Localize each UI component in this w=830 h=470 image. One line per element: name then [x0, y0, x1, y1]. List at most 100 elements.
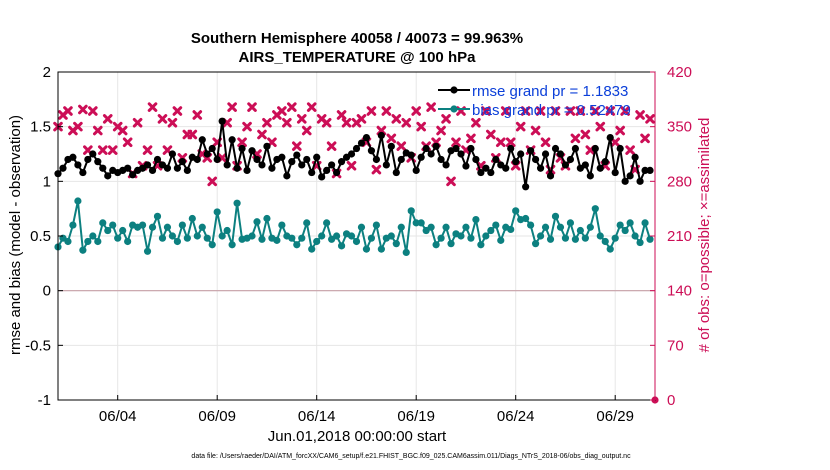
obs-assimilated-marker: [520, 106, 531, 116]
bias-point: [273, 236, 281, 244]
obs-assimilated-marker: [401, 117, 412, 128]
rmse-point: [248, 147, 256, 155]
bias-point: [497, 236, 505, 244]
y-axis-ticks: -1 -0.5 0 0.5 1 1.5 2: [25, 64, 63, 409]
bias-point: [442, 223, 450, 231]
rmse-point: [452, 144, 460, 153]
rmse-point: [253, 155, 261, 164]
rmse-point: [487, 168, 495, 177]
bias-point: [462, 223, 470, 231]
rmse-point: [631, 153, 639, 161]
rmse-point: [288, 158, 296, 166]
rmse-point: [313, 153, 321, 161]
obs-assimilated-marker: [550, 106, 561, 116]
obs-assimilated-marker: [500, 106, 511, 116]
y-tick-label: 0.5: [30, 228, 51, 245]
rmse-point: [397, 155, 405, 164]
bias-point: [472, 216, 480, 224]
obs-assimilated-marker: [88, 106, 98, 116]
bias-point: [298, 234, 306, 242]
rmse-point: [427, 150, 435, 158]
obs-assimilated-marker: [645, 114, 655, 124]
rmse-point: [522, 183, 530, 191]
bias-point: [233, 199, 241, 207]
rmse-point: [477, 168, 485, 177]
bias-point: [104, 226, 112, 235]
rmse-point: [258, 161, 266, 169]
bias-point: [427, 223, 435, 231]
obs-assimilated-marker: [296, 114, 307, 124]
bias-point: [153, 212, 162, 220]
rmse-point: [377, 131, 385, 140]
rmse-point: [442, 161, 450, 169]
rmse-point: [84, 155, 92, 164]
obs-assimilated-marker: [237, 137, 247, 148]
bias-point: [158, 234, 167, 242]
obs-assimilated-marker: [132, 117, 143, 128]
bias-point: [621, 226, 629, 235]
rmse-point: [556, 150, 565, 158]
obs-assimilated-marker: [63, 106, 73, 116]
x-tick-label: 06/19: [397, 408, 435, 425]
y-tick-label: 1: [43, 173, 51, 190]
rmse-point: [367, 147, 376, 155]
rmse-point: [69, 153, 77, 161]
rmse-point: [432, 142, 440, 150]
bias-point: [248, 232, 256, 240]
rmse-point: [203, 150, 211, 158]
rmse-point: [472, 155, 480, 164]
obs-assimilated-marker: [107, 145, 118, 155]
rmse-point: [303, 155, 311, 164]
obs-assimilated-marker: [436, 125, 446, 136]
bias-point: [571, 235, 580, 243]
rmse-point: [512, 158, 520, 166]
bias-point: [362, 245, 371, 253]
x-axis-ticks: 06/04 06/09 06/14 06/19 06/24 06/29: [99, 395, 634, 425]
bias-point: [522, 214, 530, 223]
legend-bias-label: bias grand pr = 0.52479: [472, 102, 631, 119]
rmse-point: [99, 164, 107, 172]
bias-point: [417, 219, 425, 227]
bias-point: [263, 214, 271, 223]
rmse-point: [213, 155, 221, 164]
obs-assimilated-marker: [575, 106, 586, 116]
bias-point: [541, 223, 550, 231]
rmse-point: [532, 155, 540, 164]
rmse-point: [79, 168, 87, 177]
obs-assimilated-marker: [93, 125, 103, 136]
obs-assimilated-marker: [570, 133, 581, 144]
rmse-point: [352, 144, 361, 153]
bias-point: [407, 207, 415, 215]
rmse-point: [536, 164, 545, 172]
obs-assimilated-marker: [381, 106, 392, 116]
obs-assimilated-marker: [336, 110, 347, 120]
bias-point: [303, 219, 311, 227]
bias-point: [611, 234, 619, 242]
obs-assimilated-marker: [426, 102, 436, 112]
rmse-point: [283, 172, 291, 180]
obs-assimilated-marker: [411, 106, 421, 116]
obs-assimilated-marker: [615, 125, 625, 136]
rmse-point: [437, 155, 445, 164]
rmse-point: [228, 136, 236, 144]
bias-point: [228, 241, 236, 249]
bias-point: [188, 214, 196, 223]
obs-assimilated-marker: [157, 114, 168, 124]
rmse-point: [591, 144, 599, 153]
obs-assimilated-marker: [346, 160, 357, 171]
rmse-point: [561, 161, 570, 169]
rmse-point: [382, 161, 390, 169]
bias-point: [601, 237, 609, 246]
obs-assimilated-marker: [321, 117, 332, 128]
obs-assimilated-marker: [446, 176, 456, 187]
rmse-point: [626, 172, 634, 180]
rmse-point: [621, 177, 629, 185]
bias-point: [457, 232, 465, 240]
obs-assimilated-marker: [78, 104, 88, 115]
bias-point: [308, 245, 316, 253]
bias-point: [527, 221, 535, 229]
bias-point: [208, 241, 216, 249]
rmse-series: [54, 117, 654, 191]
bias-point: [223, 226, 231, 235]
bias-point: [631, 232, 639, 240]
